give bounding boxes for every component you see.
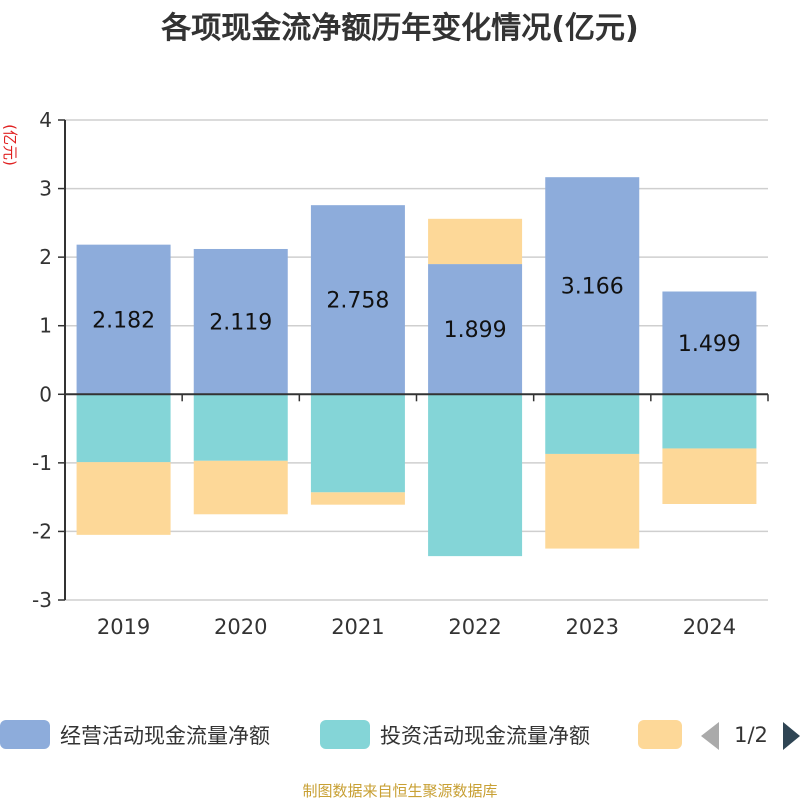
- y-tick-label: 2: [39, 245, 52, 269]
- y-tick-label: 0: [39, 382, 52, 406]
- bar-2023-series-2[interactable]: [545, 453, 640, 549]
- axes: 4 3 2 1 0 -1 -2 -3 2019 2020 2021 2022 2023 2024: [32, 108, 769, 639]
- y-tick-label: 4: [39, 108, 52, 132]
- y-tick-label: -1: [32, 451, 52, 475]
- x-tick-label: 2022: [448, 615, 501, 639]
- legend-swatch-financing[interactable]: [638, 720, 682, 749]
- bar-2022-series-0[interactable]: [428, 264, 523, 395]
- bar-2021-series-1[interactable]: [310, 394, 405, 493]
- bar-value-label: 1.499: [678, 332, 741, 357]
- bar-2021-series-0[interactable]: [310, 205, 405, 395]
- bar-value-label: 3.166: [561, 275, 624, 300]
- legend: 经营活动现金流量净额 投资活动现金流量净额 1/2: [0, 720, 800, 750]
- bars: [76, 177, 757, 557]
- bar-value-label: 2.119: [209, 311, 272, 336]
- bar-2023-series-0[interactable]: [545, 177, 640, 395]
- bar-2024-series-2[interactable]: [662, 448, 757, 504]
- chart-title: 各项现金流净额历年变化情况(亿元): [160, 11, 638, 46]
- legend-label-operating[interactable]: 经营活动现金流量净额: [60, 724, 270, 748]
- y-tick-label: 3: [39, 177, 52, 201]
- x-tick-label: 2020: [214, 615, 267, 639]
- bar-2022-series-2[interactable]: [428, 218, 523, 265]
- legend-page-indicator: 1/2: [734, 723, 768, 747]
- legend-next-page-icon[interactable]: [783, 722, 800, 750]
- bar-2019-series-0[interactable]: [76, 244, 171, 395]
- bar-value-label: 1.899: [444, 318, 507, 343]
- bar-value-label: 2.758: [326, 289, 389, 314]
- bar-2022-series-1[interactable]: [428, 394, 523, 557]
- bar-2020-series-1[interactable]: [193, 394, 288, 461]
- bar-2019-series-1[interactable]: [76, 394, 171, 463]
- x-tick-label: 2023: [566, 615, 619, 639]
- x-tick-label: 2024: [683, 615, 736, 639]
- data-source-note: 制图数据来自恒生聚源数据库: [302, 782, 497, 800]
- legend-prev-page-icon[interactable]: [701, 722, 719, 750]
- y-axis-unit-label: (亿元): [1, 124, 19, 166]
- bar-2024-series-0[interactable]: [662, 291, 757, 395]
- x-tick-label: 2021: [331, 615, 384, 639]
- legend-label-investing[interactable]: 投资活动现金流量净额: [380, 724, 590, 748]
- bar-value-label: 2.182: [92, 308, 155, 333]
- legend-swatch-operating[interactable]: [0, 720, 50, 749]
- bar-value-labels: 2.182 2.119 2.758 1.899 3.166 1.499: [92, 275, 741, 357]
- bar-2024-series-1[interactable]: [662, 394, 757, 449]
- y-tick-label: -3: [32, 588, 52, 612]
- bar-2020-series-2[interactable]: [193, 460, 288, 515]
- grid-lines: [65, 119, 768, 601]
- bar-2021-series-2[interactable]: [310, 492, 405, 505]
- bar-2020-series-0[interactable]: [193, 248, 288, 395]
- y-tick-label: 1: [39, 314, 52, 338]
- y-tick-label: -2: [32, 519, 52, 543]
- x-tick-label: 2019: [97, 615, 150, 639]
- legend-swatch-investing[interactable]: [320, 720, 370, 749]
- bar-2019-series-2[interactable]: [76, 462, 171, 535]
- bar-2023-series-1[interactable]: [545, 394, 640, 454]
